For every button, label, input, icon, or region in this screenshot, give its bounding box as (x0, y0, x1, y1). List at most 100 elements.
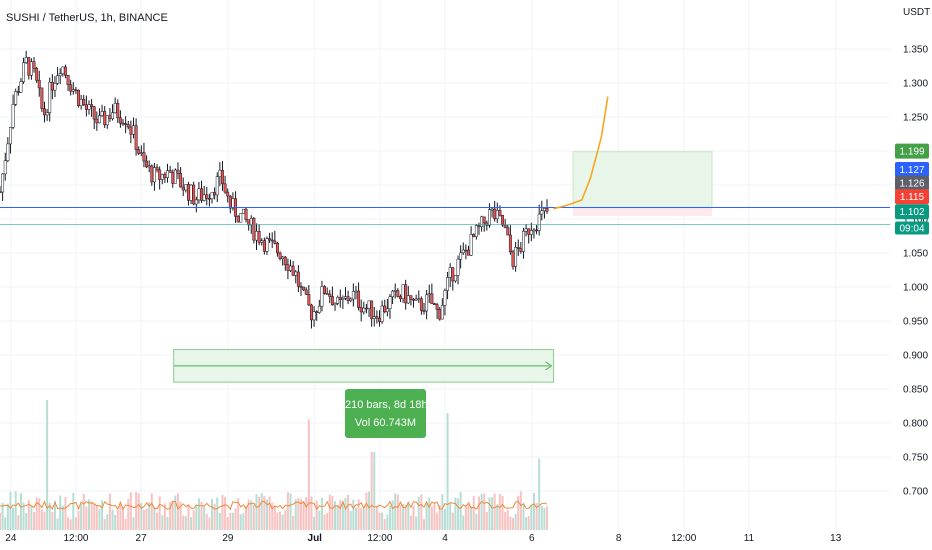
candle-body (359, 307, 363, 313)
volume-bar (404, 504, 407, 530)
candle-body (50, 82, 54, 91)
price-badge (895, 162, 929, 178)
volume-bar (302, 501, 305, 530)
volume-bar (51, 512, 54, 530)
candle-body (184, 184, 188, 191)
volume-bar (360, 508, 363, 530)
volume-bar (103, 518, 106, 530)
candle-body (126, 124, 130, 128)
volume-bar (119, 503, 122, 530)
candle-body (137, 149, 141, 154)
volume-bars (0, 400, 549, 530)
candle-body (336, 297, 340, 304)
volume-bar (9, 491, 12, 530)
tooltip-volume: Vol 60.743M (354, 417, 417, 429)
price-badge (895, 189, 929, 205)
candle-body (61, 66, 65, 74)
y-tick-label: 0.950 (903, 317, 928, 328)
candle-body (32, 61, 36, 69)
volume-bar (517, 495, 520, 530)
volume-bar (307, 419, 310, 530)
candle-body (299, 286, 303, 288)
volume-bar (477, 496, 480, 530)
candle-body (192, 184, 196, 205)
candle-body (194, 199, 198, 205)
candle-body (121, 122, 125, 125)
candle-body (380, 305, 384, 322)
candle-body (524, 228, 528, 232)
candle-body (354, 290, 358, 293)
range-measure-tooltip: 210 bars, 8d 18h Vol 60.743M (345, 389, 428, 438)
volume-bar (218, 513, 221, 530)
candle-body (116, 103, 120, 119)
volume-bar (114, 514, 117, 530)
volume-bar (532, 492, 535, 530)
candle-body (129, 126, 133, 135)
volume-bar (74, 517, 77, 530)
volume-bar (0, 512, 1, 530)
volume-bar (237, 498, 240, 530)
volume-bar (540, 505, 543, 530)
volume-bar (200, 502, 203, 530)
volume-bar (519, 491, 522, 530)
volume-bar (231, 512, 234, 530)
candle-body (341, 297, 345, 300)
candle-body (48, 82, 52, 113)
y-tick-label: 0.800 (903, 419, 928, 430)
volume-bar (14, 491, 17, 530)
candle-body (226, 191, 230, 197)
volume-bar (111, 509, 114, 530)
volume-bar (234, 508, 237, 530)
candle-body (320, 286, 324, 307)
candle-body (108, 115, 112, 119)
candle-body (385, 308, 389, 313)
y-tick-label: 1.100 (903, 215, 928, 226)
candle-body (221, 170, 224, 185)
candle-body (310, 304, 313, 321)
candle-body (480, 216, 484, 227)
volume-bar (381, 512, 384, 530)
volume-bar (530, 505, 533, 530)
candle-body (171, 172, 175, 184)
volume-bar (436, 512, 439, 530)
candle-body (519, 248, 523, 252)
volume-bar (475, 513, 478, 530)
volume-bar (255, 494, 258, 530)
candle-body (79, 98, 83, 106)
volume-bar (443, 509, 446, 530)
candle-body (422, 310, 426, 312)
volume-bar (64, 496, 67, 530)
candle-body (186, 184, 190, 201)
candle-body (351, 291, 355, 300)
volume-bar (383, 518, 386, 530)
volume-bar (80, 504, 83, 530)
volume-bar (61, 505, 64, 530)
volume-bar (454, 497, 457, 530)
volume-bar (543, 507, 546, 530)
volume-bar (43, 511, 46, 530)
y-tick-label: 1.350 (903, 45, 928, 56)
candle-body (469, 234, 473, 256)
candle-body (440, 305, 444, 320)
candle-body (367, 300, 371, 309)
candle-body (40, 87, 44, 109)
volume-bar (38, 498, 41, 530)
candle-body (412, 298, 415, 301)
candle-body (189, 184, 193, 201)
volume-bar (35, 497, 38, 530)
candle-body (333, 303, 337, 306)
tooltip-bars: 210 bars, 8d 18h (345, 399, 428, 411)
candle-body (467, 249, 470, 256)
volume-bar (279, 511, 282, 530)
candle-body (294, 271, 298, 276)
x-tick-label: 12:00 (367, 533, 392, 544)
volume-bar (546, 506, 549, 530)
candle-body (532, 229, 536, 232)
volume-bar (161, 515, 164, 530)
volume-bar (480, 494, 483, 530)
candle-body (474, 225, 478, 237)
candle-body (291, 265, 295, 276)
candle-body (90, 104, 94, 107)
candle-body (150, 165, 154, 183)
